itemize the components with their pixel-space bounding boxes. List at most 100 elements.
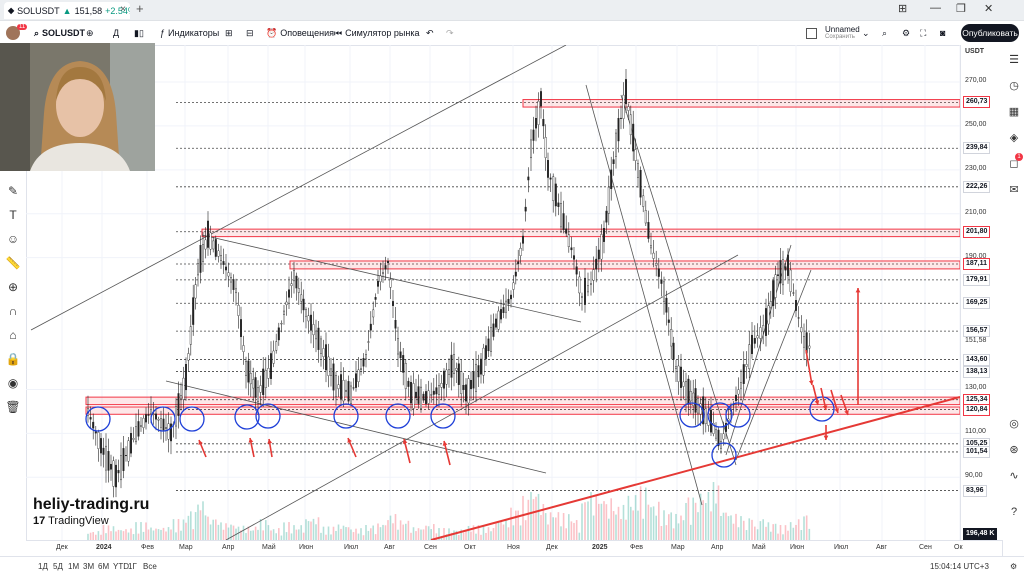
price-axis[interactable]: USDT 270,00 250,00 230,00 210,00 190,00 130,0…: [960, 45, 1003, 540]
range-button[interactable]: 1Д: [38, 562, 48, 571]
new-tab-button[interactable]: +: [136, 1, 144, 16]
minimize-icon[interactable]: —: [930, 2, 941, 14]
candle-body: [617, 117, 620, 142]
time-label: Фев: [630, 544, 643, 551]
settings-button[interactable]: ⚙: [902, 21, 910, 45]
chart-type-button[interactable]: ▮▯: [134, 21, 144, 45]
notifications-icon[interactable]: ✉: [1009, 184, 1019, 196]
time-label: Апр: [222, 544, 235, 551]
range-button[interactable]: YTD: [113, 562, 129, 571]
candle-body: [196, 263, 199, 276]
candle-body: [808, 345, 811, 349]
candle-body: [742, 364, 745, 384]
candle-body: [492, 323, 495, 337]
volume-bar: [272, 529, 275, 540]
volume-bar: [127, 532, 130, 540]
price-label: 110,00: [965, 428, 986, 436]
time-axis[interactable]: Дек 2024 Фев Мар Апр Май Июн Июл Авг Сен Окт Ноя Дек…: [26, 540, 1002, 557]
pulse-icon[interactable]: ∿: [1009, 470, 1019, 482]
volume-bar: [270, 530, 272, 540]
candle-body: [751, 334, 754, 355]
snapshot-button[interactable]: ◙: [940, 21, 945, 45]
volume-bar: [115, 531, 117, 540]
window-close-icon[interactable]: ✕: [984, 3, 994, 15]
layout-dropdown[interactable]: ⌄: [862, 21, 870, 45]
candle-body: [595, 258, 598, 270]
range-button[interactable]: 1М: [68, 562, 80, 571]
candle-body: [756, 335, 759, 339]
candle-body: [600, 234, 603, 260]
candle-body: [677, 365, 680, 382]
text-tool-icon[interactable]: T: [9, 208, 17, 222]
range-button[interactable]: Все: [143, 562, 157, 571]
trash-icon[interactable]: 🗑: [5, 400, 21, 414]
volume-bar: [283, 522, 285, 540]
undo-button[interactable]: ↶: [426, 21, 434, 45]
data-window-icon[interactable]: ▦: [1008, 106, 1020, 118]
maximize-icon[interactable]: ❐: [956, 3, 966, 15]
candle-body: [435, 387, 438, 395]
layouts-button[interactable]: ⊞: [225, 21, 233, 45]
signal-icon[interactable]: ⊛: [1009, 444, 1019, 456]
range-button[interactable]: 5Д: [53, 562, 63, 571]
volume-bar: [620, 518, 622, 540]
watchlist-icon[interactable]: ☰: [1009, 54, 1019, 66]
lock-icon[interactable]: 🔒: [5, 352, 21, 366]
candle-body: [519, 247, 522, 256]
volume-bar: [475, 533, 477, 540]
templates-button[interactable]: ⊟: [246, 21, 254, 45]
ideas-icon[interactable]: ◎: [1009, 418, 1019, 430]
volume-bar: [519, 525, 522, 540]
price-chart[interactable]: [26, 45, 960, 540]
candle-body: [607, 186, 610, 214]
grid-icon: ⊞: [225, 27, 233, 38]
chat-icon[interactable]: ◻: [1009, 158, 1019, 170]
volume-bar: [598, 503, 600, 540]
symbol-search-button[interactable]: ⌕ SOLUSDT: [34, 21, 85, 45]
candle-body: [542, 119, 545, 127]
brush-icon[interactable]: ✎: [7, 184, 19, 198]
magnet-icon[interactable]: ∩: [8, 304, 18, 318]
candle-body: [134, 426, 137, 443]
ruler-icon[interactable]: 📏: [5, 256, 21, 270]
settings-small-icon[interactable]: ⚙: [1010, 562, 1018, 571]
candle-body: [152, 413, 155, 415]
volume-bar: [180, 530, 182, 540]
publish-button[interactable]: Опубликовать: [961, 24, 1019, 42]
candle-body: [330, 368, 333, 376]
lock-drawing-icon[interactable]: ⌂: [9, 328, 17, 342]
range-button[interactable]: 3М: [83, 562, 95, 571]
zoom-in-icon[interactable]: ⊕: [7, 280, 19, 294]
eye-icon[interactable]: ◉: [7, 376, 19, 390]
quick-search-button[interactable]: ⌕: [882, 21, 887, 45]
volume-bar: [190, 511, 192, 540]
candle-body: [740, 382, 743, 389]
layout-name-button[interactable]: Unnamed Сохранить: [825, 21, 860, 45]
candle-body: [694, 388, 697, 413]
layers-icon[interactable]: ◈: [1009, 132, 1019, 144]
browser-tab[interactable]: ◆ SOLUSDT ▲ 151,58 +2.54% ×: [4, 2, 130, 19]
volume-bar: [668, 514, 670, 540]
menu-icon[interactable]: ⊞: [898, 3, 908, 15]
interval-button[interactable]: Д: [113, 21, 119, 45]
layout-checkbox[interactable]: [806, 21, 817, 45]
alerts-clock-icon[interactable]: ◷: [1009, 80, 1019, 92]
alerts-button[interactable]: ⏰ Оповещения: [266, 21, 334, 45]
replay-button[interactable]: ⏮ Симулятор рынка: [334, 21, 419, 45]
compare-button[interactable]: ⊕: [86, 21, 94, 45]
help-icon[interactable]: ?: [1010, 506, 1018, 518]
emoji-icon[interactable]: ☺: [6, 232, 20, 246]
candle-body: [699, 403, 702, 415]
range-button[interactable]: 6М: [98, 562, 110, 571]
red-arrow-head: [844, 410, 849, 415]
indicators-button[interactable]: ƒ Индикаторы: [160, 21, 219, 45]
user-avatar[interactable]: 11: [6, 21, 33, 45]
tab-close-icon[interactable]: ×: [120, 4, 126, 15]
fullscreen-button[interactable]: ⛶: [920, 21, 926, 45]
candle-body: [430, 394, 433, 396]
range-button[interactable]: 1Г: [128, 562, 137, 571]
candle-body: [144, 414, 147, 423]
candle-body: [570, 247, 573, 251]
redo-button[interactable]: ↷: [446, 21, 454, 45]
volume-bar: [157, 529, 160, 540]
